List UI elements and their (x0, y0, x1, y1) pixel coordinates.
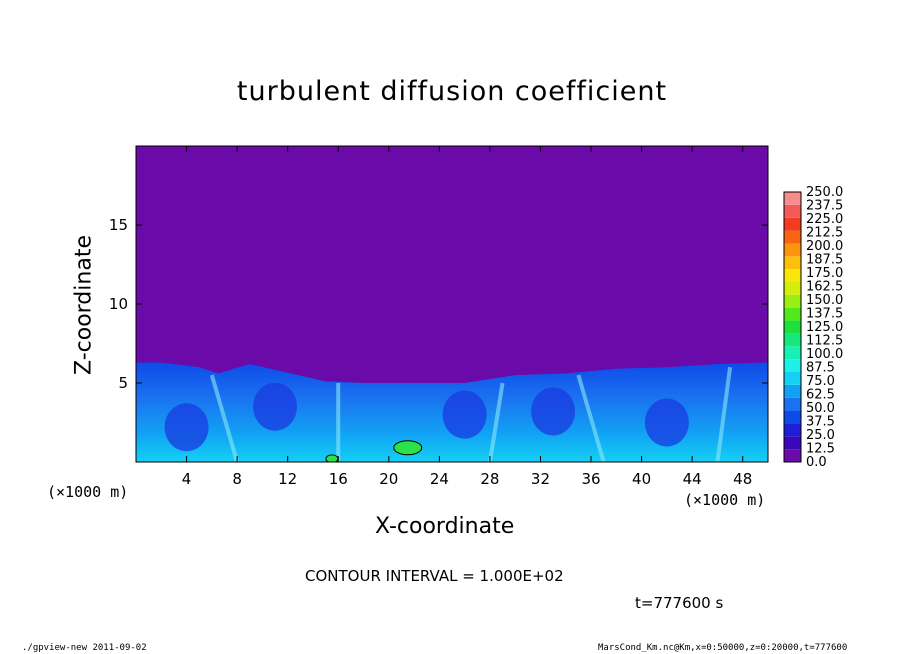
colorbar-label: 62.5 (806, 388, 835, 403)
colorbar-swatch (784, 436, 801, 450)
x-unit-label-right: (×1000 m) (684, 491, 766, 509)
footer-right-text: MarsCond_Km.nc@Km,x=0:50000,z=0:20000,t=… (598, 643, 848, 653)
eddy-streak (715, 366, 733, 462)
colorbar-swatch (784, 410, 801, 424)
eddy-core (253, 382, 298, 431)
colorbar-label: 237.5 (806, 199, 843, 214)
x-tick-label: 36 (581, 470, 600, 488)
eddy-core (164, 403, 209, 452)
colorbar-label: 12.5 (806, 442, 835, 457)
colorbar-swatch (784, 320, 801, 334)
colorbar-swatch (784, 217, 801, 231)
colorbar-label: 175.0 (806, 266, 843, 281)
eddy-core (442, 390, 487, 439)
x-tick-label: 4 (182, 470, 192, 488)
chart-title: turbulent diffusion coefficient (236, 76, 668, 107)
colorbar-label: 200.0 (806, 239, 843, 254)
x-tick-label: 28 (480, 470, 499, 488)
colorbar-label: 187.5 (806, 253, 843, 268)
colorbar-label: 125.0 (806, 320, 843, 335)
eddy-core (644, 398, 689, 447)
eddy-core (531, 387, 576, 436)
colorbar-label: 25.0 (806, 428, 835, 443)
colorbar-swatch (784, 423, 801, 437)
eddy-streak (487, 382, 505, 462)
x-tick-label: 48 (733, 470, 752, 488)
x-unit-label-left: (×1000 m) (47, 483, 129, 501)
x-axis-label: X-coordinate (375, 514, 515, 539)
colorbar-label: 87.5 (806, 361, 835, 376)
colorbar-swatch (784, 256, 801, 270)
x-tick-label: 40 (632, 470, 651, 488)
time-label: t=777600 s (635, 594, 724, 612)
colorbar-label: 150.0 (806, 293, 843, 308)
contour-interval-text: CONTOUR INTERVAL = 1.000E+02 (305, 567, 564, 585)
colorbar-swatch (784, 397, 801, 411)
colorbar-swatch (784, 346, 801, 360)
colorbar-label: 162.5 (806, 280, 843, 295)
y-tick-label: 10 (109, 295, 128, 313)
x-tick-label: 8 (232, 470, 242, 488)
eddy-streak (576, 374, 606, 462)
x-tick-label: 32 (531, 470, 550, 488)
colorbar-swatch (784, 359, 801, 372)
colorbar-label: 112.5 (806, 334, 843, 349)
colorbar-swatch (784, 307, 801, 321)
colorbar-label: 225.0 (806, 212, 843, 227)
x-tick-label: 44 (683, 470, 702, 488)
x-tick-label: 20 (379, 470, 398, 488)
y-tick-label: 15 (109, 216, 128, 234)
colorbar-swatch (784, 282, 801, 295)
x-tick-label: 24 (430, 470, 449, 488)
colorbar-label: 0.0 (806, 455, 827, 470)
colorbar-swatch (784, 333, 801, 347)
colorbar-label: 75.0 (806, 374, 835, 389)
colorbar-label: 137.5 (806, 307, 843, 322)
colorbar-swatch (784, 243, 801, 257)
colorbar-label: 50.0 (806, 401, 835, 416)
x-tick-label: 16 (329, 470, 348, 488)
colorbar-frame (783, 191, 802, 463)
y-tick-label: 5 (118, 374, 128, 392)
colorbar-swatch (784, 230, 801, 244)
eddy-streak (209, 374, 240, 462)
colorbar-swatch (784, 294, 801, 308)
colorbar-swatch (784, 192, 801, 205)
colorbar-swatch (784, 204, 801, 218)
x-tick-label: 12 (278, 470, 297, 488)
colorbar-label: 212.5 (806, 226, 843, 241)
colorbar-label: 100.0 (806, 347, 843, 362)
footer-left-text: ./gpview-new 2011-09-02 (22, 643, 147, 653)
colorbar-swatch (784, 449, 801, 462)
colorbar-label: 37.5 (806, 415, 835, 430)
high-value-patch (393, 440, 423, 456)
colorbar-swatch (784, 384, 801, 398)
colorbar-swatch (784, 372, 801, 385)
colorbar-swatch (784, 269, 801, 282)
colorbar-label: 250.0 (806, 185, 843, 200)
